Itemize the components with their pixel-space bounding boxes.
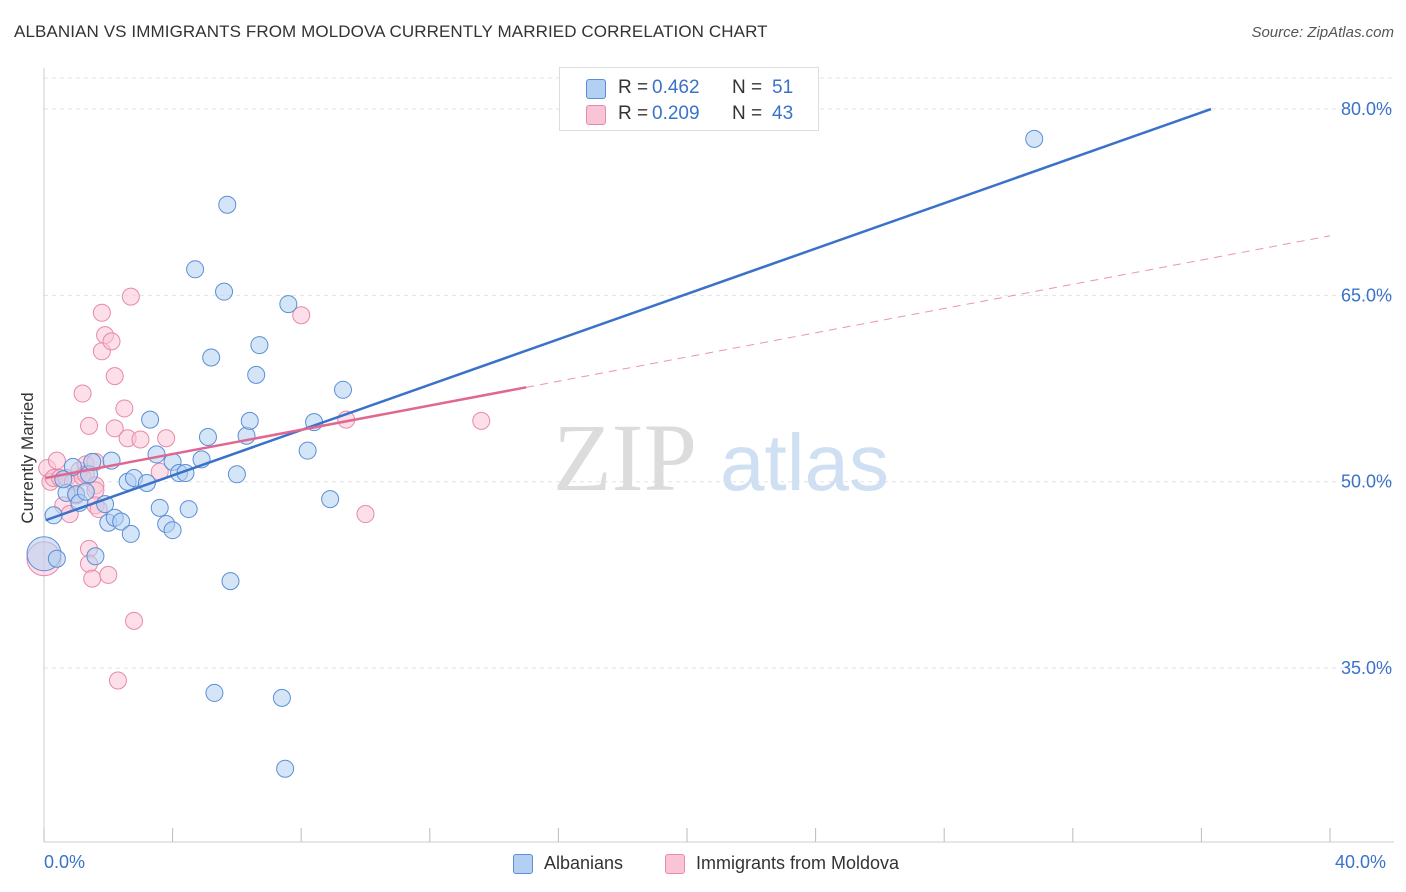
albanian-point: [86, 547, 105, 566]
albanian-point: [76, 482, 95, 501]
albanian-point: [250, 336, 269, 355]
albanian-point: [112, 512, 131, 531]
moldova-point: [131, 430, 150, 449]
moldova-point: [47, 451, 66, 470]
moldova-point: [105, 419, 124, 438]
legend-n-value: 43: [772, 103, 794, 124]
moldova-point: [92, 303, 111, 322]
y-tick-label: 35.0%: [1341, 658, 1392, 678]
albanian-point: [205, 683, 224, 702]
albanian-point: [298, 441, 317, 460]
albanian-point: [141, 410, 160, 429]
trend-lines: [45, 107, 1331, 522]
legend-swatch-moldova: [586, 105, 606, 125]
legend-r-label: R =: [618, 103, 649, 124]
grid-lines: [44, 77, 1394, 669]
albanian-point: [198, 428, 217, 447]
bottom-legend-label-moldova: Immigrants from Moldova: [696, 853, 900, 873]
moldova-point: [83, 569, 102, 588]
y-tick-labels: 35.0% 50.0% 65.0% 80.0%: [1341, 99, 1392, 678]
albanian-point: [163, 521, 182, 540]
legend-n-label: N =: [732, 103, 763, 124]
moldova-trend-extension: [526, 235, 1331, 388]
moldova-point: [125, 611, 144, 630]
legend-r-value: 0.462: [652, 77, 700, 98]
albanian-point: [150, 498, 169, 517]
albanian-point: [218, 195, 237, 214]
legend-n-value: 51: [772, 77, 794, 98]
albanian-point: [240, 411, 259, 430]
watermark-zip: ZIP: [553, 404, 697, 511]
chart-title: ALBANIAN VS IMMIGRANTS FROM MOLDOVA CURR…: [14, 22, 768, 41]
moldova-point: [102, 332, 121, 351]
y-tick-label: 80.0%: [1341, 99, 1392, 119]
moldova-point: [121, 287, 140, 306]
y-tick-label: 50.0%: [1341, 472, 1392, 492]
bottom-legend-swatch-albanians: [513, 854, 533, 874]
moldova-point: [356, 505, 375, 524]
watermark: ZIP atlas: [553, 404, 889, 511]
legend-r-value: 0.209: [652, 103, 700, 124]
source-credit: Source: ZipAtlas.com: [1251, 24, 1394, 41]
albanian-point: [227, 465, 246, 484]
albanian-point: [147, 445, 166, 464]
moldova-point: [80, 416, 99, 435]
moldova-point: [99, 565, 118, 584]
watermark-atlas: atlas: [720, 418, 889, 507]
albanian-point: [247, 365, 266, 384]
albanian-trend-line: [45, 107, 1212, 522]
moldova-point: [472, 411, 491, 430]
moldova-point: [105, 367, 124, 386]
y-tick-label: 65.0%: [1341, 285, 1392, 305]
moldova-point: [157, 429, 176, 448]
axes: [43, 68, 1394, 843]
albanian-point: [272, 688, 291, 707]
correlation-legend: R = 0.462 N = 51 R = 0.209 N = 43: [559, 67, 819, 131]
albanian-point: [1025, 129, 1044, 148]
albanian-point: [121, 524, 140, 543]
albanian-point: [279, 295, 298, 314]
bottom-legend-swatch-moldova: [665, 854, 685, 874]
albanian-point: [202, 348, 221, 367]
moldova-point: [108, 671, 127, 690]
legend-swatch-albanians: [586, 79, 606, 99]
moldova-point: [115, 399, 134, 418]
moldova-trend-line: [45, 386, 527, 480]
albanian-points: [26, 129, 1044, 778]
legend-r-label: R =: [618, 77, 649, 98]
albanian-point: [215, 282, 234, 301]
x-tick-label-min: 0.0%: [44, 852, 86, 872]
albanian-point: [186, 260, 205, 279]
legend-n-label: N =: [732, 77, 763, 98]
x-tick-label-max: 40.0%: [1335, 852, 1387, 872]
albanian-point: [47, 549, 66, 568]
albanian-point: [276, 759, 295, 778]
y-axis-label: Currently Married: [18, 392, 37, 524]
bottom-legend-label-albanians: Albanians: [544, 853, 624, 873]
moldova-point: [73, 384, 92, 403]
albanian-point: [333, 380, 352, 399]
moldova-point: [292, 306, 311, 325]
albanian-point: [321, 490, 340, 509]
albanian-point: [179, 500, 198, 519]
albanian-point: [221, 572, 240, 591]
